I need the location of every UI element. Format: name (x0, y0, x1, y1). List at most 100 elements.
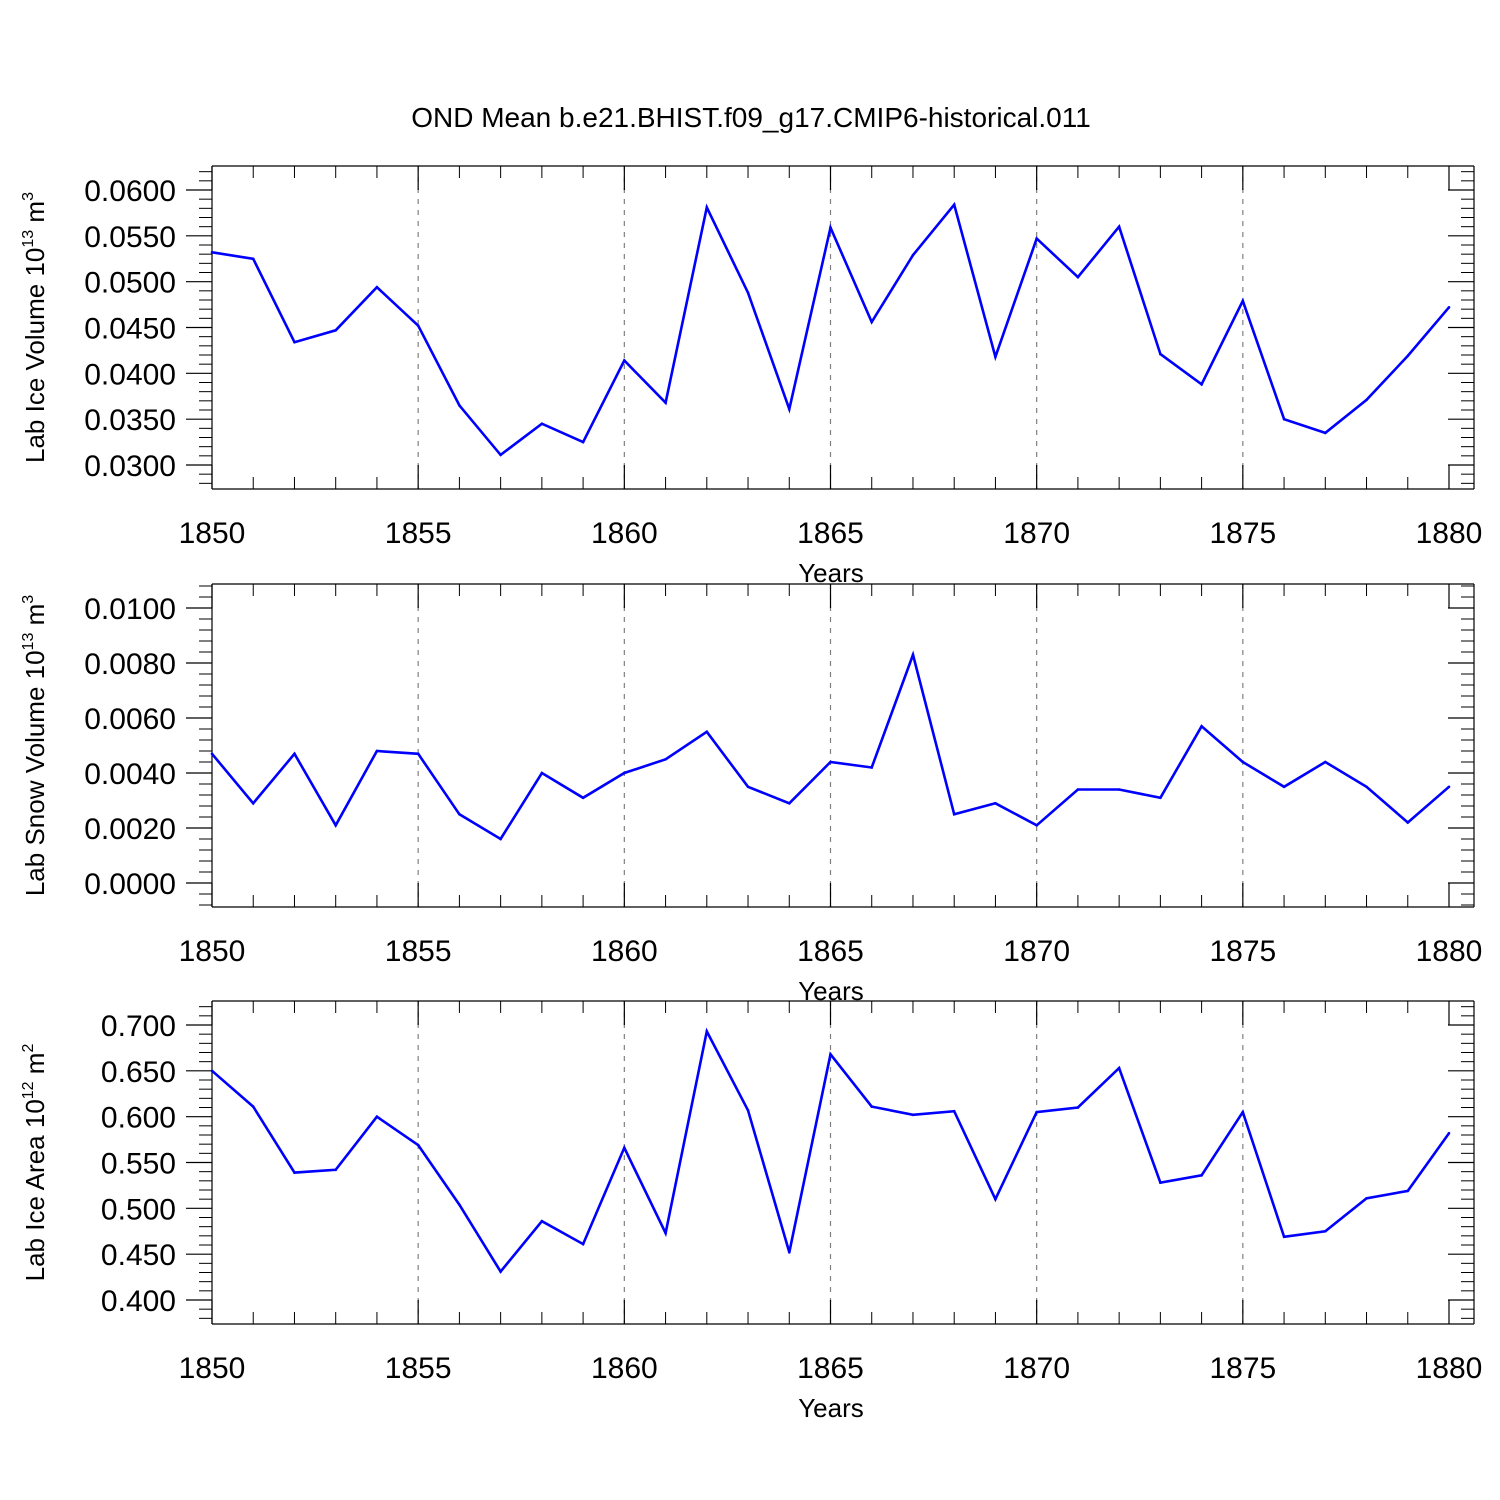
xtick-label: 1880 (1416, 1352, 1483, 1385)
data-point (499, 453, 502, 457)
data-point (293, 340, 296, 344)
xtick-label: 1860 (591, 935, 658, 968)
data-point (293, 1171, 296, 1174)
xtick-label: 1850 (179, 1352, 246, 1385)
ytick-label: 0.0000 (84, 868, 176, 901)
data-point (829, 1053, 832, 1056)
ytick-label: 0.600 (101, 1102, 176, 1135)
ytick-label: 0.700 (101, 1010, 176, 1043)
chart-panel-1: 0.0300 0.0350 0.0400 0.0450 0.0500 0.0550 0.06… (20, 165, 1483, 588)
data-point (1200, 724, 1203, 728)
axes (186, 583, 1475, 908)
data-point (1159, 352, 1162, 356)
xtick-label: 1850 (179, 935, 246, 968)
data-point (210, 752, 214, 756)
data-point (705, 730, 709, 734)
data-point (416, 324, 420, 327)
data-point (664, 401, 667, 404)
data-point (293, 752, 296, 756)
data-point (623, 771, 626, 775)
y-axis-label: Lab Ice Area 1012 m2 (20, 1044, 50, 1282)
data-point (251, 1105, 255, 1108)
data-point (952, 1109, 956, 1113)
ytick-label: 0.0080 (84, 648, 176, 681)
data-point (1117, 1066, 1121, 1070)
xtick-label: 1850 (179, 517, 246, 550)
x-axis-label: Years (798, 558, 864, 588)
data-point (375, 285, 379, 289)
data-point (1241, 760, 1245, 764)
data-point (623, 359, 626, 362)
ytick-label: 0.500 (101, 1193, 176, 1226)
xtick-label: 1870 (1003, 935, 1070, 968)
data-point (1282, 417, 1286, 421)
xtick-label: 1855 (385, 1352, 452, 1385)
data-point (829, 760, 832, 764)
data-point (664, 1231, 667, 1235)
data-point (499, 837, 502, 841)
data-point (1117, 788, 1121, 791)
data-point (1447, 1131, 1451, 1135)
data-point (787, 801, 791, 805)
data-point (334, 328, 338, 332)
data-point (210, 251, 214, 254)
ytick-label: 0.400 (101, 1285, 176, 1318)
xtick-label: 1865 (797, 517, 864, 550)
data-point (210, 1069, 214, 1073)
data-point (416, 1143, 420, 1147)
data-point (1035, 1110, 1038, 1114)
data-point (1200, 383, 1203, 386)
data-point (1076, 1106, 1080, 1109)
data-point (540, 771, 544, 775)
xtick-label: 1875 (1209, 1352, 1276, 1385)
data-point (870, 320, 874, 324)
ytick-label: 0.550 (101, 1148, 176, 1181)
ytick-label: 0.450 (101, 1239, 176, 1272)
data-point (1282, 1235, 1286, 1239)
data-point (334, 1168, 338, 1172)
series-line (211, 201, 1450, 457)
ytick-label: 0.0300 (84, 450, 176, 483)
data-point (1447, 306, 1451, 309)
data-point (1365, 1196, 1368, 1200)
data-point (787, 407, 791, 411)
data-point (829, 226, 832, 229)
data-point (251, 257, 255, 261)
xtick-label: 1880 (1416, 517, 1483, 550)
ytick-label: 0.0500 (84, 267, 176, 300)
data-point (1447, 785, 1451, 789)
ytick-label: 0.0400 (84, 358, 176, 391)
chart-panel-3: 0.400 0.450 0.500 0.550 0.600 0.650 0.700 1850 1… (20, 1000, 1483, 1423)
data-point (1406, 1189, 1410, 1193)
data-point (1035, 237, 1038, 240)
data-point (416, 752, 420, 756)
xtick-label: 1875 (1209, 517, 1276, 550)
data-point (1035, 823, 1038, 827)
data-point (458, 404, 461, 407)
xtick-label: 1855 (385, 517, 452, 550)
data-point (1406, 821, 1410, 824)
ytick-label: 0.0060 (84, 703, 176, 736)
axes (186, 165, 1475, 490)
data-point (458, 1203, 461, 1206)
axes (186, 1000, 1475, 1325)
data-point (375, 1115, 379, 1118)
data-point (1324, 760, 1327, 764)
chart-title: OND Mean b.e21.BHIST.f09_g17.CMIP6-histo… (411, 102, 1091, 133)
xtick-label: 1865 (797, 935, 864, 968)
data-point (581, 440, 585, 444)
data-point (623, 1146, 626, 1150)
data-point (787, 1251, 791, 1254)
xtick-label: 1860 (591, 1352, 658, 1385)
data-point (1159, 1181, 1162, 1184)
data-point (870, 1105, 874, 1108)
data-point (664, 757, 667, 761)
y-axis-label: Lab Ice Volume 1013 m3 (20, 192, 50, 463)
data-point (746, 291, 750, 294)
ytick-label: 0.0550 (84, 221, 176, 254)
data-point (911, 653, 915, 657)
data-point (334, 823, 338, 827)
chart-panel-2: 0.0000 0.0020 0.0040 0.0060 0.0080 0.0100 1850… (20, 583, 1482, 1006)
data-point (1241, 299, 1245, 303)
